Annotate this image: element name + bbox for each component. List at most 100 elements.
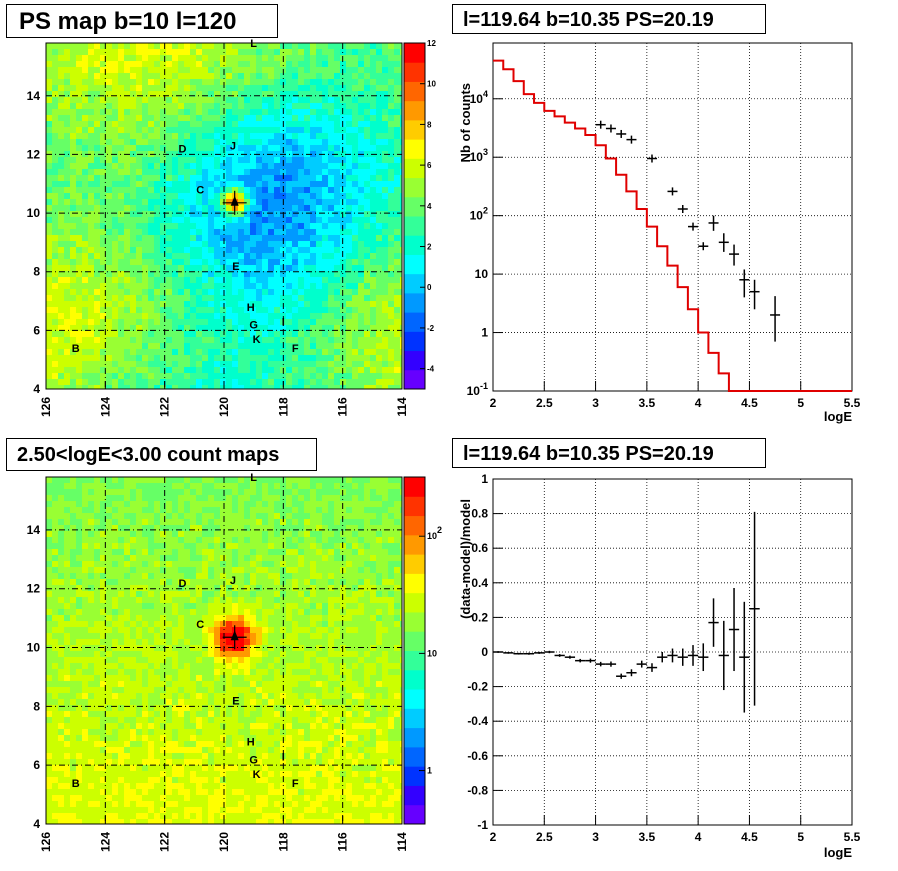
heatmap-cell (106, 549, 112, 555)
heatmap-cell (112, 651, 118, 657)
heatmap-cell (214, 55, 220, 61)
heatmap-cell (166, 43, 172, 49)
heatmap-cell (178, 813, 184, 819)
heatmap-cell (334, 97, 340, 103)
heatmap-cell (238, 253, 244, 259)
heatmap-cell (160, 349, 166, 355)
heatmap-cell (46, 795, 52, 801)
heatmap-cell (142, 639, 148, 645)
heatmap-cell (58, 259, 64, 265)
heatmap-cell (142, 489, 148, 495)
heatmap-cell (88, 343, 94, 349)
heatmap-cell (172, 741, 178, 747)
heatmap-cell (124, 591, 130, 597)
heatmap-cell (76, 615, 82, 621)
heatmap-cell (112, 97, 118, 103)
heatmap-cell (160, 127, 166, 133)
heatmap-cell (184, 271, 190, 277)
heatmap-cell (400, 379, 402, 385)
heatmap-cell (184, 495, 190, 501)
heatmap-cell (268, 121, 274, 127)
heatmap-cell (214, 181, 220, 187)
heatmap-cell (364, 121, 370, 127)
heatmap-cell (166, 537, 172, 543)
heatmap-cell (52, 639, 58, 645)
heatmap-cell (196, 43, 202, 49)
heatmap-cell (274, 319, 280, 325)
heatmap-cell (112, 343, 118, 349)
heatmap-cell (166, 319, 172, 325)
heatmap-cell (184, 265, 190, 271)
heatmap-cell (46, 115, 52, 121)
heatmap-cell (64, 753, 70, 759)
heatmap-cell (130, 79, 136, 85)
heatmap-cell (82, 193, 88, 199)
heatmap-cell (58, 229, 64, 235)
heatmap-cell (328, 289, 334, 295)
heatmap-cell (298, 151, 304, 157)
heatmap-cell (160, 693, 166, 699)
heatmap-cell (304, 235, 310, 241)
heatmap-cell (112, 307, 118, 313)
heatmap-cell (58, 819, 64, 824)
heatmap-cell (304, 61, 310, 67)
heatmap-cell (244, 355, 250, 361)
heatmap-cell (184, 103, 190, 109)
heatmap-cell (148, 789, 154, 795)
heatmap-cell (232, 277, 238, 283)
heatmap-cell (160, 507, 166, 513)
heatmap-cell (46, 229, 52, 235)
heatmap-cell (160, 235, 166, 241)
heatmap-cell (130, 379, 136, 385)
heatmap-cell (58, 187, 64, 193)
heatmap-cell (160, 325, 166, 331)
heatmap-cell (172, 495, 178, 501)
heatmap-cell (148, 573, 154, 579)
heatmap-cell (292, 97, 298, 103)
heatmap-cell (352, 133, 358, 139)
heatmap-cell (262, 157, 268, 163)
heatmap-cell (232, 169, 238, 175)
heatmap-cell (250, 241, 256, 247)
heatmap-cell (154, 561, 160, 567)
heatmap-cell (400, 259, 402, 265)
heatmap-cell (118, 561, 124, 567)
heatmap-cell (304, 133, 310, 139)
heatmap-cell (394, 385, 400, 389)
heatmap-cell (394, 61, 400, 67)
heatmap-cell (172, 507, 178, 513)
heatmap-cell (160, 489, 166, 495)
heatmap-cell (286, 379, 292, 385)
heatmap-cell (202, 349, 208, 355)
heatmap-cell (256, 121, 262, 127)
heatmap-cell (322, 133, 328, 139)
heatmap-cell (274, 373, 280, 379)
heatmap-cell (100, 729, 106, 735)
heatmap-cell (172, 501, 178, 507)
heatmap-cell (220, 139, 226, 145)
heatmap-cell (142, 259, 148, 265)
heatmap-cell (94, 585, 100, 591)
heatmap-cell (394, 265, 400, 271)
heatmap-cell (46, 343, 52, 349)
heatmap-cell (346, 91, 352, 97)
heatmap-cell (232, 97, 238, 103)
heatmap-cell (76, 789, 82, 795)
heatmap-cell (76, 681, 82, 687)
heatmap-cell (178, 157, 184, 163)
heatmap-cell (166, 801, 172, 807)
heatmap-cell (190, 133, 196, 139)
heatmap-cell (178, 325, 184, 331)
heatmap-cell (376, 205, 382, 211)
heatmap-cell (340, 91, 346, 97)
heatmap-cell (322, 157, 328, 163)
heatmap-cell (250, 319, 256, 325)
heatmap-cell (352, 55, 358, 61)
colorbar-tick-label: 4 (427, 202, 432, 211)
heatmap-cell (52, 591, 58, 597)
heatmap-cell (364, 361, 370, 367)
heatmap-cell (310, 367, 316, 373)
heatmap-cell (268, 223, 274, 229)
heatmap-cell (106, 537, 112, 543)
heatmap-cell (184, 489, 190, 495)
